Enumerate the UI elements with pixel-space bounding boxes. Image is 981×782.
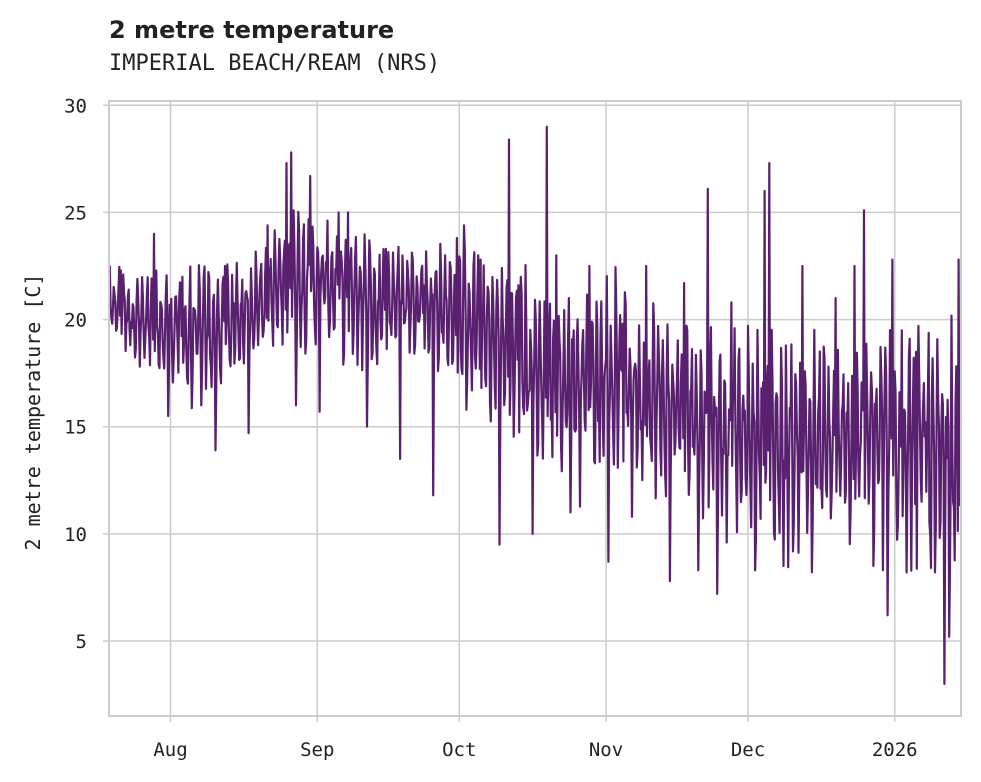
y-tick-label: 20	[64, 310, 87, 332]
x-tick-label: Aug	[153, 739, 187, 761]
chart-title: 2 metre temperature	[109, 16, 395, 44]
chart-subtitle: IMPERIAL BEACH/REAM (NRS)	[109, 51, 441, 76]
y-tick-label: 15	[64, 417, 87, 439]
x-tick-label: Sep	[300, 739, 334, 761]
x-tick-label: Oct	[442, 739, 476, 761]
series-line	[107, 125, 963, 686]
y-tick-label: 25	[64, 202, 87, 224]
x-axis: Aug Sep Oct Nov Dec 2026	[153, 716, 918, 761]
x-tick-label: Nov	[589, 739, 623, 761]
y-axis: 5 10 15 20 25 30	[64, 95, 109, 653]
y-tick-label: 5	[76, 631, 87, 653]
y-tick-label: 10	[64, 524, 87, 546]
plot-frame	[108, 100, 962, 717]
y-axis-label: 2 metre temperature [C]	[21, 274, 45, 551]
y-tick-label: 30	[64, 95, 87, 117]
x-tick-label: 2026	[872, 739, 918, 761]
x-tick-label: Dec	[731, 739, 765, 761]
series-layer	[107, 125, 963, 686]
